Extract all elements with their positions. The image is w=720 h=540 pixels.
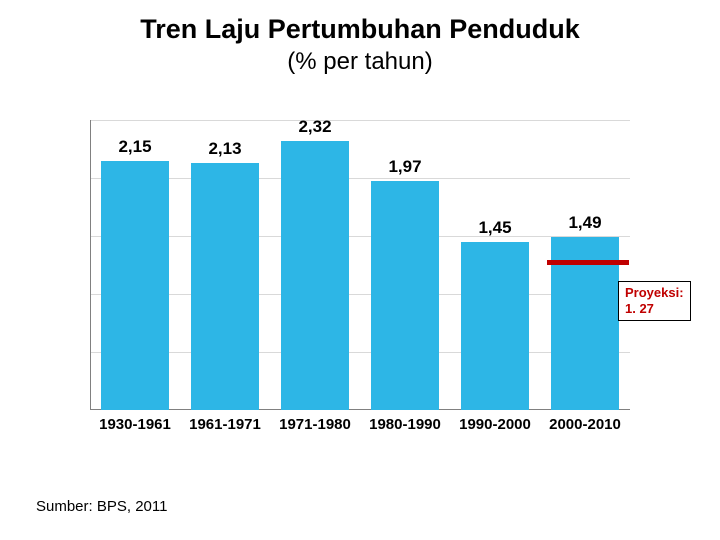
- chart: 2,15 2,13 2,32 1,97 1,45: [90, 120, 630, 440]
- bar-slot: 1,45: [450, 120, 540, 410]
- bar: [371, 181, 439, 410]
- bar: [101, 161, 169, 410]
- bar-value-label: 1,97: [360, 157, 450, 177]
- x-tick-label: 1961-1971: [180, 416, 270, 433]
- bar-value-label: 2,13: [180, 139, 270, 159]
- projection-line: [547, 260, 629, 265]
- page-title: Tren Laju Pertumbuhan Penduduk: [0, 14, 720, 45]
- projection-value: 1. 27: [625, 301, 684, 317]
- page: Tren Laju Pertumbuhan Penduduk (% per ta…: [0, 0, 720, 540]
- bar-value-label: 1,49: [540, 213, 630, 233]
- bar: [461, 242, 529, 410]
- x-tick-label: 1971-1980: [270, 416, 360, 433]
- x-tick-label: 2000-2010: [540, 416, 630, 433]
- bar-slot: 2,32: [270, 120, 360, 410]
- x-tick-label: 1990-2000: [450, 416, 540, 433]
- bar-value-label: 2,32: [270, 117, 360, 137]
- bar-slot: 1,97: [360, 120, 450, 410]
- projection-label: Proyeksi:: [625, 285, 684, 301]
- source-text: Sumber: BPS, 2011: [36, 498, 167, 515]
- x-tick-label: 1980-1990: [360, 416, 450, 433]
- bar-slot: 2,15: [90, 120, 180, 410]
- x-tick-label: 1930-1961: [90, 416, 180, 433]
- page-subtitle: (% per tahun): [0, 48, 720, 76]
- bar-value-label: 2,15: [90, 137, 180, 157]
- projection-annotation-box: Proyeksi: 1. 27: [618, 281, 691, 322]
- bar-value-label: 1,45: [450, 218, 540, 238]
- bar-slot: 2,13: [180, 120, 270, 410]
- bar: [191, 163, 259, 410]
- chart-plot: 2,15 2,13 2,32 1,97 1,45: [90, 120, 630, 410]
- bar: [281, 141, 349, 410]
